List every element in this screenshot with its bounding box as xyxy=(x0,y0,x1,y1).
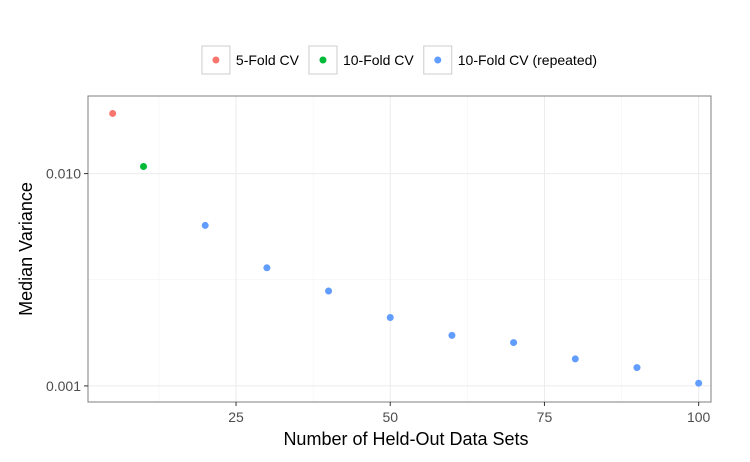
data-point xyxy=(633,364,641,372)
plot-panel xyxy=(88,96,711,402)
data-point xyxy=(263,264,271,272)
data-point xyxy=(386,314,394,322)
data-points xyxy=(109,109,703,387)
y-axis-title: Median Variance xyxy=(16,182,36,316)
y-tick-label: 0.010 xyxy=(46,166,81,182)
y-tick-label: 0.001 xyxy=(46,378,81,394)
legend-label: 10-Fold CV xyxy=(343,52,414,68)
grid-lines xyxy=(88,96,711,402)
legend-marker xyxy=(319,56,327,64)
x-axis: 25 50 75 100 xyxy=(228,402,711,425)
legend-label: 10-Fold CV (repeated) xyxy=(458,52,597,68)
data-point xyxy=(510,339,518,347)
legend-item: 5-Fold CV xyxy=(201,45,300,75)
legend-item: 10-Fold CV xyxy=(308,45,414,75)
data-point xyxy=(140,163,148,171)
data-point xyxy=(201,221,209,229)
y-axis: 0.001 0.010 xyxy=(46,166,88,394)
legend: 5-Fold CV 10-Fold CV 10-Fold CV (repeated) xyxy=(201,45,597,75)
plot-border xyxy=(87,95,712,403)
data-point xyxy=(109,109,117,117)
legend-item: 10-Fold CV (repeated) xyxy=(423,45,597,75)
data-point xyxy=(325,287,333,295)
data-point xyxy=(571,355,579,363)
x-tick-label: 100 xyxy=(687,409,711,425)
x-tick-label: 75 xyxy=(537,409,553,425)
legend-label: 5-Fold CV xyxy=(236,52,300,68)
x-axis-title: Number of Held-Out Data Sets xyxy=(283,429,528,449)
data-point xyxy=(695,379,703,387)
data-point xyxy=(448,331,456,339)
legend-marker xyxy=(212,56,220,64)
x-tick-label: 50 xyxy=(382,409,398,425)
legend-marker xyxy=(434,56,442,64)
x-tick-label: 25 xyxy=(228,409,244,425)
